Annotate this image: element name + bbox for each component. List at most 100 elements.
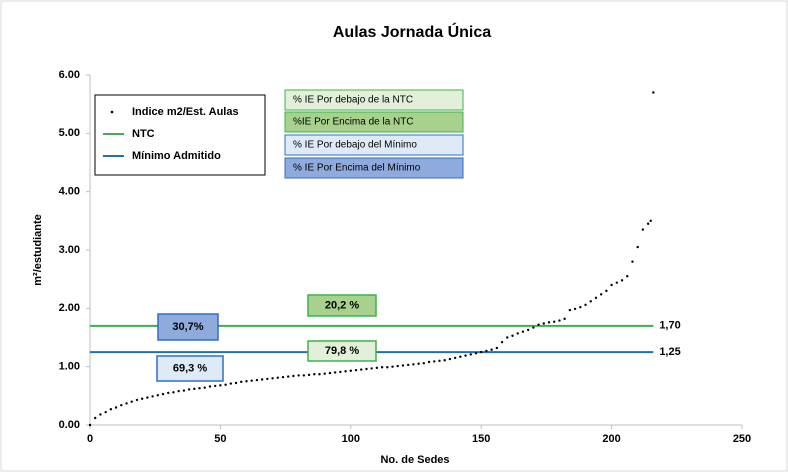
- point: [620, 279, 624, 282]
- x-tick-label: 0: [87, 433, 93, 445]
- point: [255, 378, 259, 382]
- point: [563, 317, 566, 321]
- point: [469, 353, 472, 356]
- legend-label: NTC: [132, 128, 155, 140]
- point: [307, 373, 311, 377]
- point: [532, 326, 535, 329]
- key-box: [284, 134, 464, 156]
- key-box: [284, 111, 464, 133]
- point: [511, 334, 514, 337]
- x-tick-label: 100: [342, 433, 360, 445]
- point: [438, 359, 441, 363]
- point: [323, 372, 326, 375]
- point: [333, 371, 337, 374]
- point: [250, 379, 253, 382]
- point: [386, 366, 389, 369]
- point: [558, 319, 561, 322]
- point: [297, 374, 300, 377]
- y-tick-label: 3.00: [59, 244, 80, 256]
- point: [266, 377, 269, 381]
- point: [573, 307, 577, 311]
- point: [349, 369, 352, 372]
- point: [313, 373, 316, 376]
- y-tick-label: 2.00: [59, 302, 80, 314]
- point: [412, 363, 415, 366]
- point: [443, 359, 446, 362]
- point: [391, 365, 394, 368]
- point: [344, 370, 347, 373]
- percent-box: [307, 340, 377, 362]
- point: [219, 384, 222, 387]
- point: [464, 354, 467, 357]
- point: [521, 330, 525, 333]
- percent-label: 20,2 %: [325, 299, 359, 311]
- point: [104, 410, 107, 414]
- point: [182, 389, 186, 392]
- point: [542, 322, 545, 325]
- point: [495, 346, 499, 350]
- point: [594, 296, 598, 300]
- point: [130, 400, 133, 403]
- x-tick-label: 250: [733, 433, 751, 445]
- percent-box: [157, 313, 219, 341]
- point: [422, 361, 426, 365]
- legend-label: Indice m2/Est. Aulas: [132, 106, 239, 118]
- point: [474, 352, 478, 355]
- point: [646, 222, 650, 225]
- point: [516, 332, 519, 335]
- point: [302, 374, 306, 377]
- point: [547, 321, 551, 324]
- y-tick-label: 5.00: [59, 127, 80, 139]
- point: [375, 366, 379, 370]
- point: [453, 356, 457, 360]
- point: [537, 323, 540, 326]
- point: [641, 228, 645, 231]
- x-tick-label: 150: [472, 433, 490, 445]
- point: [406, 363, 410, 367]
- point: [370, 367, 373, 370]
- point: [568, 308, 572, 312]
- point: [292, 374, 295, 378]
- key-box: [284, 89, 464, 111]
- point: [599, 293, 603, 296]
- point: [652, 91, 655, 94]
- point: [208, 385, 212, 388]
- point: [396, 364, 399, 368]
- point: [339, 370, 342, 374]
- point: [526, 328, 530, 332]
- point: [260, 378, 264, 381]
- point: [485, 349, 488, 353]
- percent-label: 30,7%: [172, 321, 203, 333]
- point: [605, 289, 608, 293]
- point: [94, 416, 97, 420]
- point: [234, 381, 238, 385]
- point: [156, 394, 160, 397]
- y-axis-label: m²/estudiante: [32, 214, 44, 286]
- point: [506, 336, 509, 339]
- point: [240, 380, 243, 384]
- x-tick-label: 200: [602, 433, 620, 445]
- percent-box: [307, 294, 377, 317]
- key-label: % IE Por debajo de la NTC: [293, 95, 413, 106]
- y-tick-label: 0.00: [59, 419, 80, 431]
- point: [649, 219, 652, 223]
- point: [271, 377, 274, 380]
- point: [365, 367, 368, 371]
- legend-label: Mínimo Admitido: [132, 150, 221, 162]
- point: [380, 366, 384, 369]
- point: [610, 283, 613, 287]
- point: [500, 340, 504, 344]
- point: [579, 305, 582, 309]
- point: [114, 406, 118, 409]
- key-box: [284, 157, 464, 179]
- point: [177, 389, 180, 393]
- point: [276, 376, 279, 379]
- point: [615, 281, 619, 284]
- point: [354, 368, 358, 372]
- x-tick-label: 50: [214, 433, 226, 445]
- point: [281, 375, 285, 379]
- point: [417, 362, 420, 365]
- x-axis-label: No. de Sedes: [380, 454, 449, 466]
